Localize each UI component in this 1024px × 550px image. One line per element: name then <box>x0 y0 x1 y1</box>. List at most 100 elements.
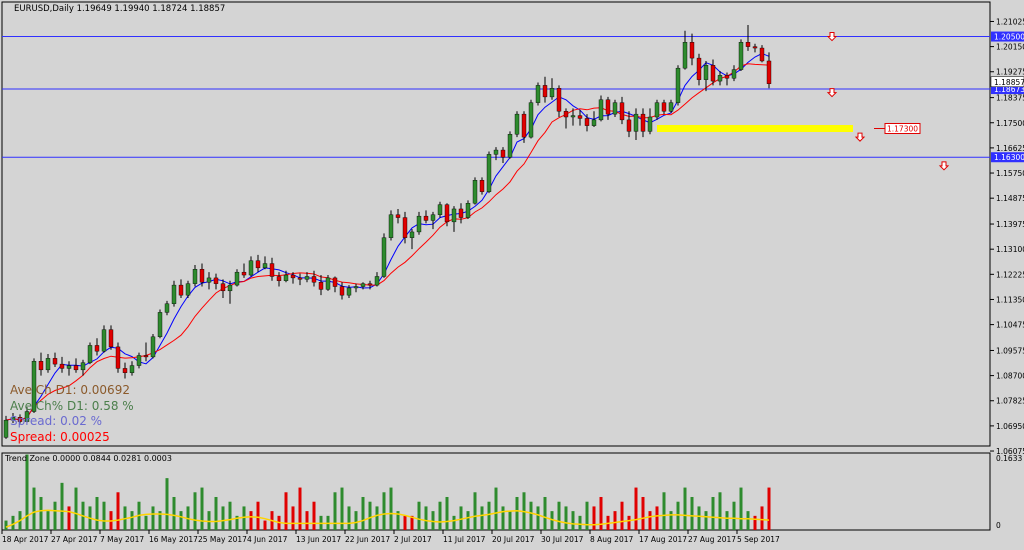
candle-body <box>675 67 681 103</box>
candle-body <box>164 303 170 313</box>
candle-body <box>640 113 646 132</box>
candle <box>73 358 79 373</box>
candle-body <box>388 214 394 238</box>
candle-body <box>339 286 345 296</box>
candle-body <box>367 283 373 286</box>
candle-body <box>556 88 562 112</box>
candle-body <box>535 85 541 103</box>
candle-body <box>430 214 436 221</box>
candle <box>549 78 555 100</box>
price-tick-label: 1.07825 <box>996 397 1024 406</box>
candle-body <box>731 69 737 79</box>
oscillator-bar <box>354 511 358 530</box>
candle-body <box>444 204 450 223</box>
candle-body <box>80 362 86 371</box>
candle <box>486 151 492 194</box>
oscillator-bar <box>221 506 225 530</box>
candle-body <box>395 214 401 218</box>
oscillator-bar <box>501 506 505 530</box>
candle <box>731 65 737 82</box>
oscillator-bar <box>249 511 253 530</box>
candle-body <box>3 419 9 438</box>
candle-body <box>402 217 408 238</box>
candle-body <box>101 329 107 352</box>
oscillator-bar <box>767 487 771 530</box>
candle-body <box>227 284 233 292</box>
candle <box>738 39 744 72</box>
candle <box>724 72 730 86</box>
oscillator-bar <box>746 511 750 530</box>
candle <box>325 275 331 291</box>
candle <box>227 280 233 304</box>
candle <box>234 269 240 287</box>
candle <box>710 59 716 86</box>
oscillator-bar <box>305 511 309 530</box>
oscillator-bar <box>389 487 393 530</box>
time-axis[interactable]: 18 Apr 2017 27 Apr 2017 7 May 2017 16 May 2… <box>1 530 780 544</box>
price-axis[interactable]: 1.21025 1.20150 1.19275 1.18375 1.17500 1.166… <box>990 17 1024 456</box>
candle-body <box>255 260 261 269</box>
candle <box>213 273 219 290</box>
candle-body <box>759 47 765 62</box>
candle-body <box>458 208 464 218</box>
candle <box>395 208 401 224</box>
candle-body <box>682 42 688 69</box>
candle <box>31 358 37 413</box>
candle <box>521 111 527 143</box>
candle-body <box>654 102 660 118</box>
oscillator-bar <box>200 487 204 530</box>
candle-body <box>710 65 716 82</box>
candle-body <box>374 276 380 286</box>
support-zone[interactable] <box>657 124 853 132</box>
candle-body <box>661 102 667 112</box>
oscillator-bar <box>690 496 694 530</box>
candle <box>199 263 205 287</box>
oscillator-bar <box>564 506 568 530</box>
hline-price-label: 1.18673 <box>994 85 1024 94</box>
candle-body <box>213 277 219 284</box>
candle-body <box>612 102 618 115</box>
candle-body <box>591 119 597 126</box>
oscillator-bar <box>67 506 71 530</box>
oscillator-bar <box>669 511 673 530</box>
hline-price-label: 1.16300 <box>994 153 1024 162</box>
candle <box>185 280 191 299</box>
candle-body <box>10 417 16 421</box>
oscillator-bar <box>95 496 99 530</box>
candle <box>654 99 660 120</box>
oscillator-bar <box>466 511 470 530</box>
candle-body <box>311 276 317 283</box>
candle <box>577 109 583 126</box>
candle <box>115 342 121 373</box>
time-tick-label: 30 Jul 2017 <box>541 535 584 544</box>
candle-body <box>38 361 44 371</box>
candle <box>136 352 142 369</box>
oscillator-bar <box>508 511 512 530</box>
candle <box>150 333 156 359</box>
candle-body <box>318 282 324 290</box>
oscillator-bar <box>144 515 148 530</box>
candle-body <box>353 286 359 289</box>
hline-price-tag <box>991 31 1024 42</box>
candle <box>458 203 464 224</box>
oscillator-bar <box>641 496 645 530</box>
oscillator-bar <box>333 492 337 530</box>
oscillator-bar <box>403 515 407 530</box>
candle-body <box>514 113 520 135</box>
candle-body <box>598 99 604 121</box>
candle <box>661 99 667 115</box>
candle-body <box>549 88 555 98</box>
candle <box>717 71 723 86</box>
candle-body <box>332 277 338 287</box>
candle <box>682 30 688 70</box>
candle <box>689 33 695 66</box>
candle-body <box>528 102 534 138</box>
candle-body <box>220 283 226 292</box>
candle <box>514 111 520 138</box>
candle <box>59 356 65 373</box>
oscillator-bar <box>242 506 246 530</box>
zone-group[interactable]: 1.17300 <box>657 122 921 134</box>
candle-body <box>577 115 583 119</box>
